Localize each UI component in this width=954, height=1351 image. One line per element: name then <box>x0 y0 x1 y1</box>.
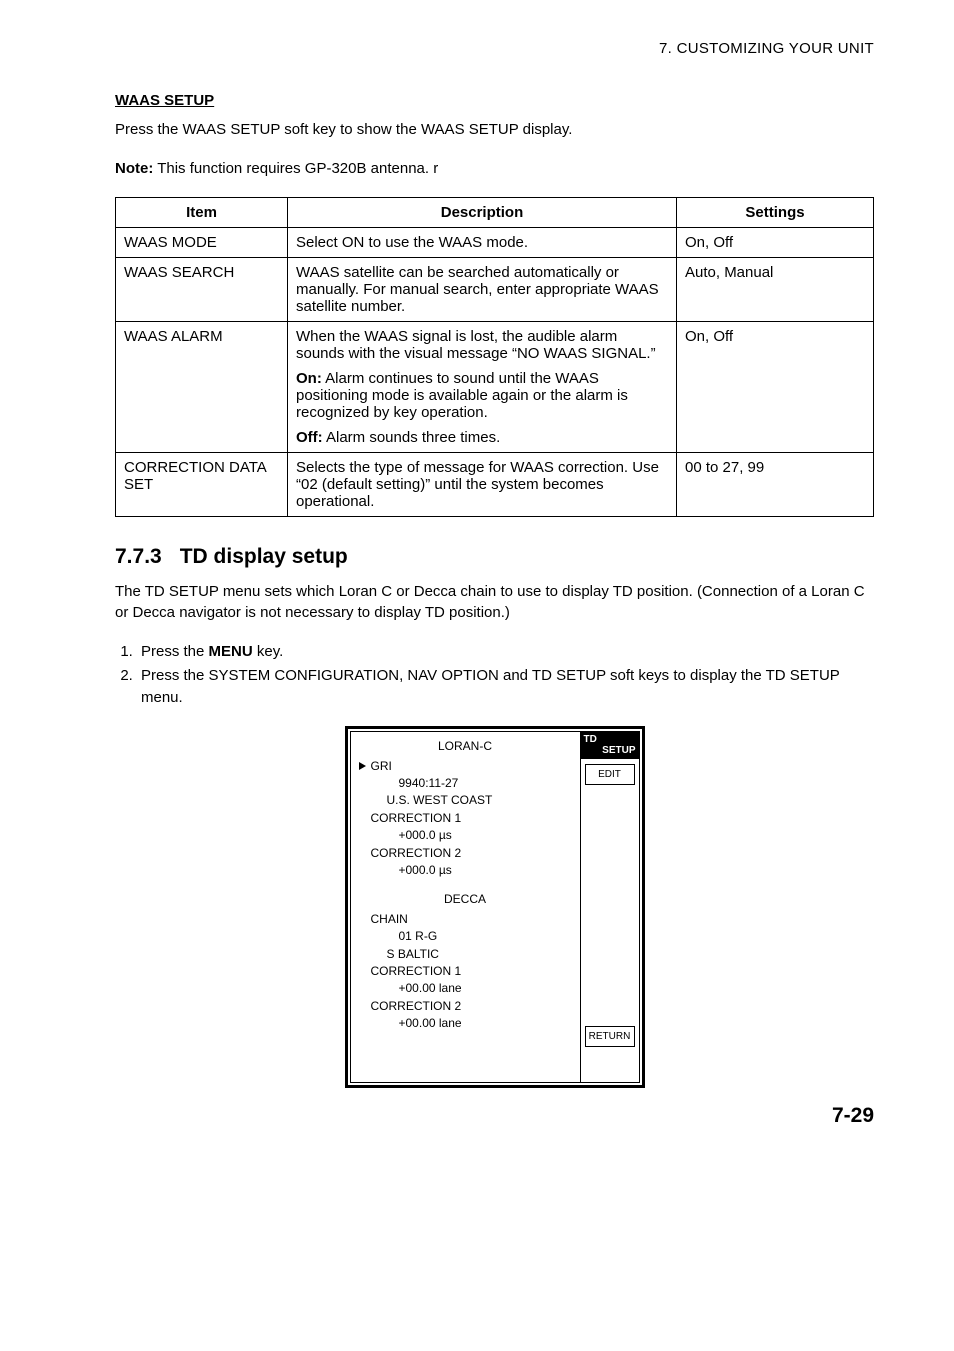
cell-item: WAAS MODE <box>116 228 288 258</box>
th-item: Item <box>116 198 288 228</box>
cell-item: WAAS ALARM <box>116 322 288 453</box>
d-correction2-value: +00.00 lane <box>359 1015 572 1032</box>
note-label: Note: <box>115 160 153 177</box>
gri-label: GRI <box>371 758 572 775</box>
waas-setup-note: Note: This function requires GP-320B ant… <box>115 158 874 179</box>
menu-left-panel: LORAN-C GRI 9940:11-27 U.S. WEST COAST C… <box>351 732 580 1082</box>
list-item: Press the SYSTEM CONFIGURATION, NAV OPTI… <box>137 665 874 709</box>
return-button[interactable]: RETURN <box>585 1026 635 1047</box>
table-row: WAAS ALARMWhen the WAAS signal is lost, … <box>116 322 874 453</box>
note-text: This function requires GP-320B antenna. … <box>153 160 438 177</box>
th-desc: Description <box>288 198 677 228</box>
waas-setup-heading: WAAS SETUP <box>115 92 874 109</box>
loran-title: LORAN-C <box>359 738 572 755</box>
cell-settings: Auto, Manual <box>677 258 874 322</box>
chain-label: CHAIN <box>359 911 572 928</box>
gri-value: 9940:11-27 <box>359 775 572 792</box>
edit-button[interactable]: EDIT <box>585 764 635 785</box>
table-row: WAAS SEARCHWAAS satellite can be searche… <box>116 258 874 322</box>
cell-settings: On, Off <box>677 228 874 258</box>
correction2-label: CORRECTION 2 <box>359 845 572 862</box>
td-setup-header: TD SETUP <box>581 732 639 759</box>
list-item: Press the MENU key. <box>137 641 874 663</box>
correction1-label: CORRECTION 1 <box>359 810 572 827</box>
page-number: 7-29 <box>832 1104 874 1128</box>
heading-number: 7.7.3 <box>115 545 162 568</box>
th-settings: Settings <box>677 198 874 228</box>
gri-region: U.S. WEST COAST <box>359 792 572 809</box>
cell-desc: When the WAAS signal is lost, the audibl… <box>288 322 677 453</box>
waas-setup-intro: Press the WAAS SETUP soft key to show th… <box>115 119 874 140</box>
cell-desc: Select ON to use the WAAS mode. <box>288 228 677 258</box>
cell-item: WAAS SEARCH <box>116 258 288 322</box>
correction2-value: +000.0 µs <box>359 862 572 879</box>
cell-item: CORRECTION DATA SET <box>116 453 288 517</box>
chain-value: 01 R-G <box>359 928 572 945</box>
chain-region: S BALTIC <box>359 946 572 963</box>
td-steps-list: Press the MENU key.Press the SYSTEM CONF… <box>115 641 874 708</box>
cell-desc: Selects the type of message for WAAS cor… <box>288 453 677 517</box>
td-setup-menu: LORAN-C GRI 9940:11-27 U.S. WEST COAST C… <box>345 726 645 1088</box>
table-row: WAAS MODESelect ON to use the WAAS mode.… <box>116 228 874 258</box>
decca-title: DECCA <box>359 891 572 908</box>
td-display-intro: The TD SETUP menu sets which Loran C or … <box>115 581 874 623</box>
td-display-heading: 7.7.3 TD display setup <box>115 545 874 569</box>
d-correction1-value: +00.00 lane <box>359 980 572 997</box>
waas-settings-table: Item Description Settings WAAS MODESelec… <box>115 197 874 517</box>
chapter-header: 7. CUSTOMIZING YOUR UNIT <box>115 40 874 57</box>
menu-right-panel: TD SETUP EDIT RETURN <box>580 732 639 1082</box>
td-header-line2: SETUP <box>584 745 636 756</box>
cell-settings: 00 to 27, 99 <box>677 453 874 517</box>
selection-arrow-icon <box>359 762 366 770</box>
td-header-line1: TD <box>584 734 597 745</box>
d-correction2-label: CORRECTION 2 <box>359 998 572 1015</box>
cell-desc: WAAS satellite can be searched automatic… <box>288 258 677 322</box>
d-correction1-label: CORRECTION 1 <box>359 963 572 980</box>
table-row: CORRECTION DATA SETSelects the type of m… <box>116 453 874 517</box>
heading-title: TD display setup <box>180 545 348 568</box>
correction1-value: +000.0 µs <box>359 827 572 844</box>
cell-settings: On, Off <box>677 322 874 453</box>
